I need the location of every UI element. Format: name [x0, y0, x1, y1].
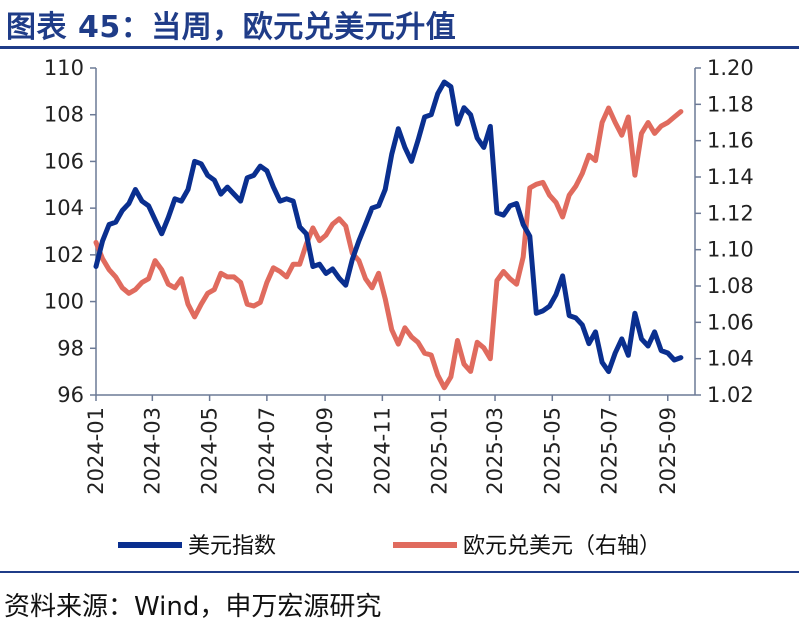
x-tick-label: 2025-07	[598, 407, 622, 495]
left-tick-label: 108	[44, 103, 84, 127]
line-chart: 110 108 106 104 102 100 98 96 1.20 1.18 1.16 1.14 1.…	[44, 56, 754, 559]
right-tick-label: 1.14	[707, 165, 754, 189]
x-tick-label: 2024-05	[198, 407, 222, 495]
right-tick-label: 1.16	[707, 129, 754, 153]
right-tick-label: 1.18	[707, 92, 754, 116]
x-tick-label: 2024-07	[255, 407, 279, 495]
x-tick-label: 2025-09	[656, 407, 680, 495]
series-line-dollar-index	[93, 79, 684, 375]
footer-rule	[0, 571, 799, 573]
x-tick-label: 2025-05	[540, 407, 564, 495]
x-tick-label: 2024-11	[370, 407, 394, 495]
right-tick-label: 1.12	[707, 201, 754, 225]
left-tick-label: 100	[44, 290, 84, 314]
legend-label-eur-usd: 欧元兑美元（右轴）	[463, 534, 661, 559]
right-tick-label: 1.04	[707, 347, 754, 371]
source-note: 资料来源：Wind，申万宏源研究	[4, 592, 382, 622]
legend-label-dollar-index: 美元指数	[188, 534, 276, 559]
right-tick-label: 1.20	[707, 56, 754, 80]
title-underline	[0, 46, 799, 49]
chart-title: 图表 45：当周，欧元兑美元升值	[6, 10, 457, 45]
x-tick-label: 2024-03	[140, 407, 164, 495]
left-tick-label: 102	[44, 243, 84, 267]
right-tick-label: 1.02	[707, 383, 754, 407]
right-tick-label: 1.08	[707, 274, 754, 298]
left-tick-label: 110	[44, 56, 84, 80]
left-tick-label: 96	[57, 383, 84, 407]
series-line-eur-usd	[93, 105, 684, 391]
left-tick-label: 98	[57, 336, 84, 360]
x-tick-label: 2024-01	[84, 407, 108, 495]
x-tick-label: 2025-01	[428, 407, 452, 495]
left-tick-label: 106	[44, 149, 84, 173]
right-tick-label: 1.10	[707, 238, 754, 262]
left-tick-label: 104	[44, 196, 84, 220]
x-tick-label: 2024-09	[313, 407, 337, 495]
x-tick-label: 2025-03	[483, 407, 507, 495]
right-tick-label: 1.06	[707, 310, 754, 334]
